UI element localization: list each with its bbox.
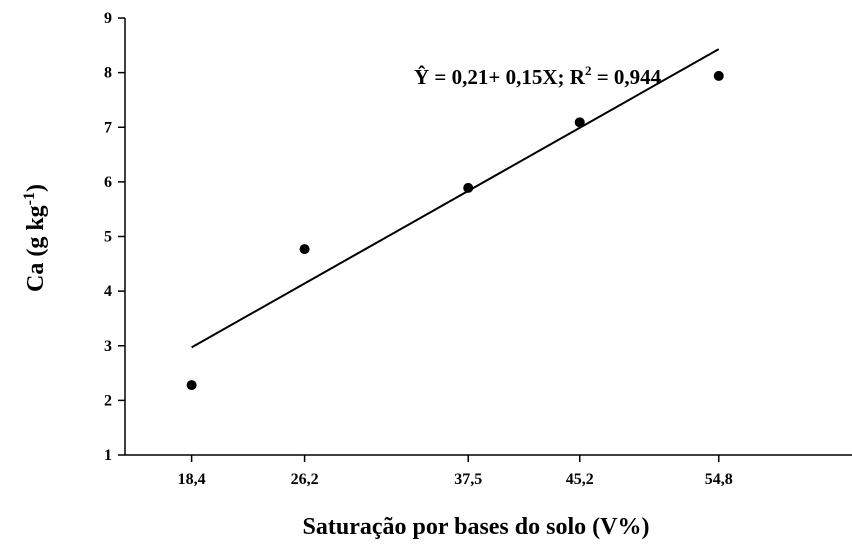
y-ticks: 1 2 3 4 5 6 7 8 9 (104, 10, 125, 464)
data-points (186, 70, 724, 391)
data-point (463, 182, 474, 193)
y-tick-label: 6 (104, 174, 112, 191)
x-axis-title: Saturação por bases do solo (V%) (303, 514, 650, 540)
data-point (713, 70, 724, 81)
y-tick-label: 2 (104, 392, 112, 409)
regression-line (191, 48, 720, 349)
y-tick-label: 4 (104, 283, 112, 300)
y-tick-label: 7 (104, 119, 112, 136)
x-tick-label: 18,4 (178, 471, 206, 488)
y-axis-title: Ca (g kg-1) (21, 184, 49, 292)
y-tick-label: 9 (104, 10, 112, 27)
y-tick-label: 5 (104, 229, 112, 246)
y-tick-label: 3 (104, 338, 112, 355)
y-tick-label: 8 (104, 65, 112, 82)
y-tick-label: 1 (104, 447, 112, 464)
x-tick-label: 37,5 (454, 471, 482, 488)
data-point (186, 380, 197, 391)
regression-line-group (191, 48, 720, 349)
x-tick-label: 54,8 (705, 471, 733, 488)
regression-equation: Ŷ = 0,21+ 0,15X; R2 = 0,944 (414, 63, 662, 89)
x-ticks: 18,4 26,2 37,5 45,2 54,8 (178, 455, 733, 488)
x-tick-label: 26,2 (291, 471, 319, 488)
data-point (574, 117, 585, 128)
x-tick-label: 45,2 (566, 471, 594, 488)
data-point (299, 244, 310, 255)
